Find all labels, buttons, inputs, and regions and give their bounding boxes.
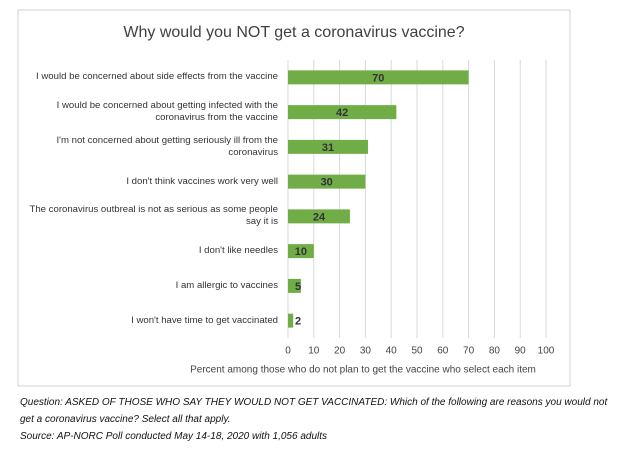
category-label: I would be concerned about getting infec… [56, 100, 278, 124]
category-label: I would be concerned about side effects … [36, 71, 278, 83]
source-note: Source: AP-NORC Poll conducted May 14-18… [20, 431, 328, 442]
x-tick-label: 80 [489, 346, 501, 357]
data-label: 70 [372, 72, 384, 84]
data-label: 10 [295, 246, 307, 258]
bar [288, 70, 469, 85]
category-label: I am allergic to vaccines [175, 279, 278, 291]
data-label: 42 [336, 107, 348, 119]
x-tick-label: 0 [285, 346, 291, 357]
x-tick-label: 40 [386, 346, 398, 357]
bar [288, 209, 350, 224]
category-label: I don't like needles [198, 245, 278, 257]
category-label: I won't have time to get vaccinated [131, 314, 278, 326]
x-tick-label: 60 [437, 346, 449, 357]
bar [288, 278, 301, 293]
x-tick-label: 20 [334, 346, 346, 357]
x-tick-label: 100 [538, 346, 555, 357]
x-tick-label: 10 [308, 346, 320, 357]
x-tick-label: 90 [515, 346, 527, 357]
data-label: 2 [295, 316, 301, 328]
bar [288, 174, 366, 189]
bar [288, 313, 294, 328]
data-label: 30 [321, 177, 333, 189]
x-axis-label: Percent among those who do not plan to g… [190, 365, 536, 376]
bar [288, 244, 314, 259]
chart-frame [17, 9, 571, 387]
category-label: I don't think vaccines work very well [126, 175, 278, 187]
chart-title: Why would you NOT get a coronavirus vacc… [123, 24, 464, 41]
data-label: 5 [295, 281, 301, 293]
category-label: The coronavirus outbreal is not as serio… [29, 204, 278, 228]
bar [288, 105, 397, 120]
x-tick-label: 70 [463, 346, 475, 357]
data-label: 24 [313, 211, 326, 223]
bar [288, 139, 368, 154]
category-label: I'm not concerned about getting seriousl… [56, 134, 278, 158]
data-label: 31 [322, 142, 334, 154]
x-tick-label: 50 [411, 346, 423, 357]
question-note: Question: ASKED OF THOSE WHO SAY THEY WO… [20, 397, 608, 425]
x-tick-label: 30 [360, 346, 372, 357]
